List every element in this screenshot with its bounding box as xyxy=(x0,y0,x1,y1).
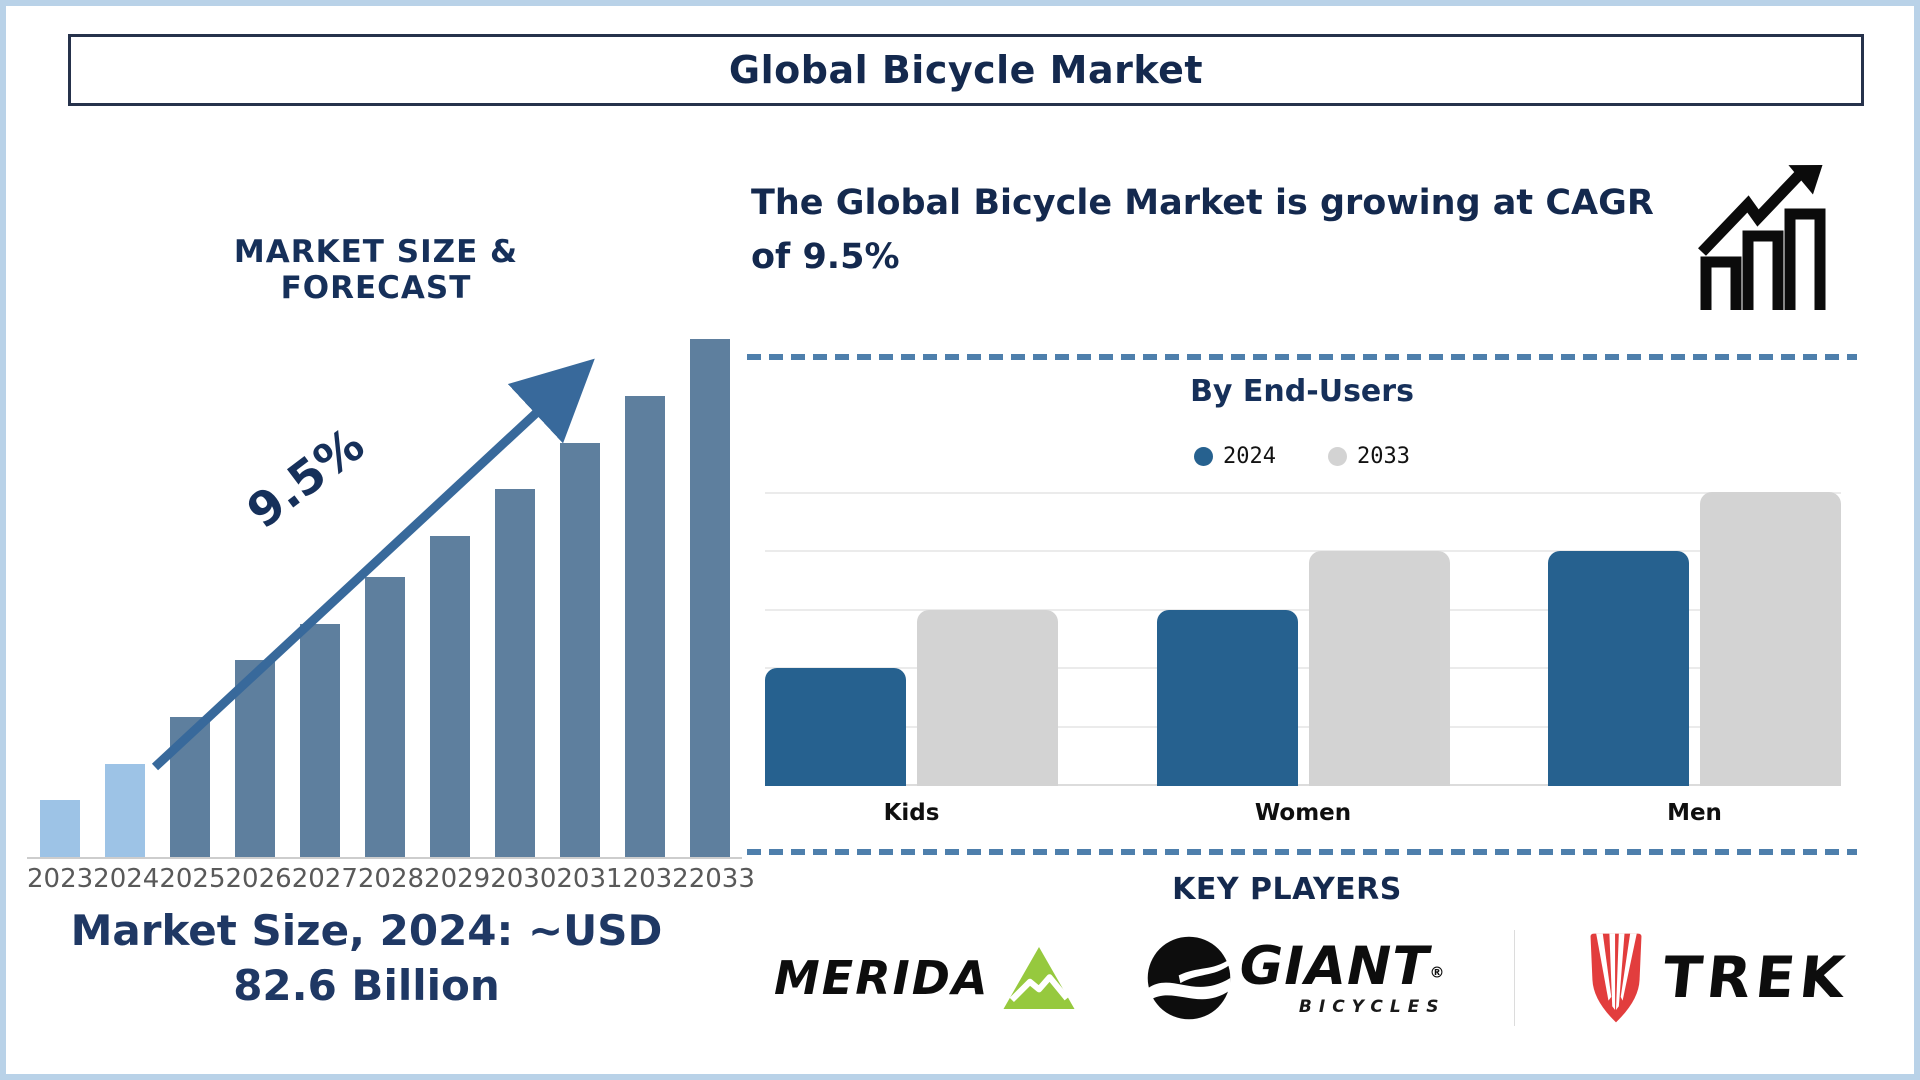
bar-column-2032 xyxy=(612,339,677,857)
year-label-2026: 2026 xyxy=(225,864,292,894)
end-users-bar-women-2024 xyxy=(1156,610,1298,786)
market-forecast-chart: 9.5% xyxy=(27,339,742,859)
merida-wordmark: MERIDA xyxy=(774,951,990,1005)
market-size-caption-line2: 82.6 Billion xyxy=(233,960,500,1010)
year-label-2032: 2032 xyxy=(622,864,689,894)
end-users-legend: 2024 2033 xyxy=(747,444,1857,469)
bar-column-2031 xyxy=(547,339,612,857)
market-size-bar-2030 xyxy=(494,489,535,857)
market-size-caption: Market Size, 2024: ~USD 82.6 Billion xyxy=(34,904,699,1013)
bar-group-men xyxy=(1548,492,1841,786)
end-users-bars xyxy=(765,492,1841,786)
market-size-year-labels: 2023 2024 2025 2026 2027 2028 2029 2030 2031 2032… xyxy=(27,864,755,894)
year-label-2031: 2031 xyxy=(556,864,623,894)
key-players-title: KEY PLAYERS xyxy=(1172,872,1402,907)
market-size-bar-2024 xyxy=(104,764,145,857)
bar-column-2030 xyxy=(482,339,547,857)
giant-wordmark: GIANT xyxy=(1239,935,1430,997)
end-users-category-labels: Kids Women Men xyxy=(765,800,1841,826)
gridline-row xyxy=(765,667,1841,725)
market-size-bar-2027 xyxy=(299,624,340,857)
end-users-bar-men-2033 xyxy=(1700,492,1841,786)
legend-item-2033: 2033 xyxy=(1328,444,1410,469)
year-label-2023: 2023 xyxy=(27,864,94,894)
giant-bicycles-subtext: BICYCLES xyxy=(1298,996,1446,1017)
market-size-bar-2033 xyxy=(689,339,730,857)
year-label-2025: 2025 xyxy=(159,864,226,894)
category-label-men: Men xyxy=(1667,800,1722,826)
year-label-2033: 2033 xyxy=(688,864,755,894)
market-size-bar-2031 xyxy=(559,443,600,857)
market-size-bar-2032 xyxy=(624,396,665,857)
end-users-title: By End-Users xyxy=(1190,374,1414,409)
year-label-2028: 2028 xyxy=(357,864,425,894)
growth-statement: The Global Bicycle Market is growing at … xyxy=(751,183,1654,278)
year-label-2030: 2030 xyxy=(490,864,557,894)
market-size-bar-2023 xyxy=(39,800,80,857)
legend-dot-2024 xyxy=(1194,447,1214,466)
bar-column-2023 xyxy=(27,339,92,857)
giant-globe-icon xyxy=(1147,936,1231,1020)
end-users-bar-men-2024 xyxy=(1548,551,1689,786)
gridline-row xyxy=(765,550,1841,608)
end-users-gridlines xyxy=(765,492,1841,786)
end-users-chart xyxy=(765,492,1841,786)
title-box: Global Bicycle Market xyxy=(68,34,1864,106)
logo-divider xyxy=(1513,930,1515,1026)
end-users-bar-women-2033 xyxy=(1308,551,1450,786)
trek-wordmark: TREK xyxy=(1659,945,1853,1011)
legend-dot-2033 xyxy=(1328,447,1347,466)
dashed-separator-top xyxy=(747,354,1857,360)
year-label-2027: 2027 xyxy=(291,864,358,894)
gridline-row xyxy=(765,608,1841,667)
market-size-bars xyxy=(27,339,742,857)
giant-logo: GIANT® BICYCLES xyxy=(1146,935,1446,1021)
bar-group-kids xyxy=(765,610,1058,786)
end-users-bar-kids-2033 xyxy=(917,610,1058,786)
bar-column-2024 xyxy=(92,339,157,857)
trek-logo: TREK xyxy=(1583,928,1852,1028)
bar-column-2027 xyxy=(287,339,352,857)
bar-column-2028 xyxy=(352,339,417,857)
gridline-row xyxy=(765,492,1841,550)
legend-label-2024: 2024 xyxy=(1223,444,1276,469)
dashed-separator-bottom xyxy=(747,849,1857,855)
trek-shield-icon xyxy=(1590,933,1642,1023)
page-title: Global Bicycle Market xyxy=(728,48,1204,92)
growth-chart-icon xyxy=(1698,164,1826,310)
year-label-2029: 2029 xyxy=(424,864,491,894)
merida-mountain-icon xyxy=(1003,947,1075,1009)
gridline-row xyxy=(765,725,1841,784)
market-size-bar-2028 xyxy=(364,577,405,857)
bar-column-2033 xyxy=(677,339,742,857)
market-forecast-title: MARKET SIZE & FORECAST xyxy=(233,234,519,306)
category-label-women: Women xyxy=(1254,800,1352,826)
cagr-trend-arrow xyxy=(151,358,595,771)
year-label-2024: 2024 xyxy=(93,864,160,894)
market-size-caption-line1: Market Size, 2024: ~USD xyxy=(70,906,663,955)
merida-logo: MERIDA xyxy=(774,944,1078,1012)
legend-label-2033: 2033 xyxy=(1357,444,1410,469)
registered-trademark-symbol: ® xyxy=(1429,963,1446,982)
market-size-bar-2029 xyxy=(429,536,470,857)
legend-item-2024: 2024 xyxy=(1194,444,1276,469)
bar-group-women xyxy=(1156,551,1450,786)
end-users-bar-kids-2024 xyxy=(765,668,906,786)
category-label-kids: Kids xyxy=(883,800,940,826)
bar-column-2029 xyxy=(417,339,482,857)
key-players-logos: MERIDA GIANT® BICYCLES xyxy=(774,918,1852,1038)
